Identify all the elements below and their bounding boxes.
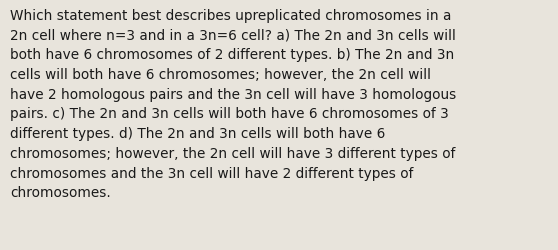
Text: Which statement best describes upreplicated chromosomes in a
2n cell where n=3 a: Which statement best describes upreplica… [10,9,456,200]
